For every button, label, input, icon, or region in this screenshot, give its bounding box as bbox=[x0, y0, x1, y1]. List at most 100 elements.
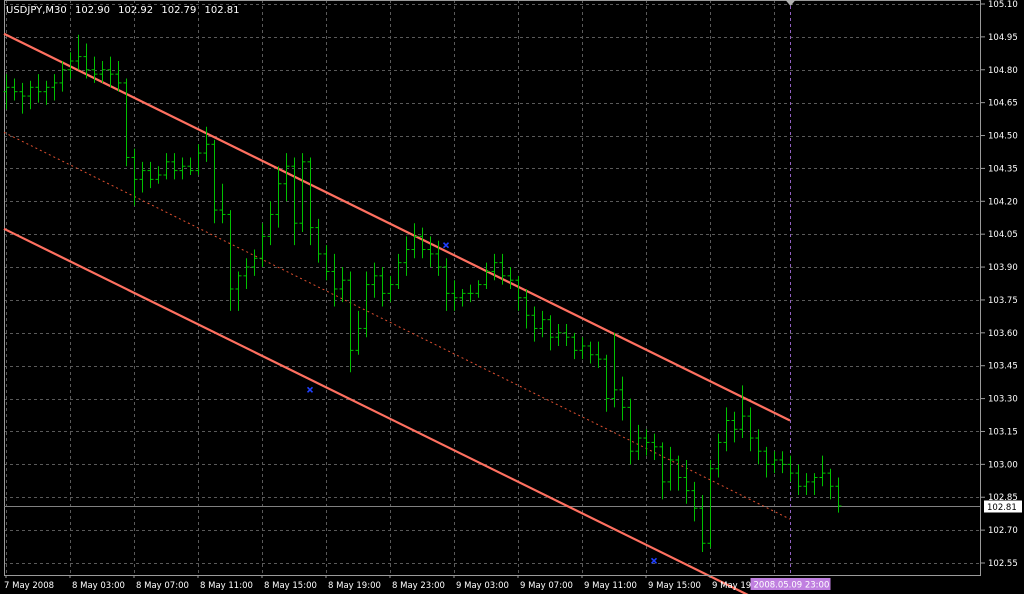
ohlc-bar bbox=[339, 267, 346, 303]
price-tick-label: 103.75 bbox=[988, 296, 1018, 306]
ohlc-bar bbox=[147, 161, 154, 189]
time-tick-label: 8 May 03:00 bbox=[72, 581, 125, 591]
ohlc-bar bbox=[579, 337, 586, 360]
ohlc-bar bbox=[219, 183, 226, 224]
ohlc-bar bbox=[387, 275, 394, 303]
channel-lower-line bbox=[3, 227, 749, 594]
price-tick-label: 102.70 bbox=[988, 526, 1018, 536]
ohlc-bar bbox=[379, 267, 386, 307]
ohlc-bar bbox=[531, 306, 538, 342]
ohlc-bar bbox=[811, 473, 818, 496]
price-tick-label: 103.00 bbox=[988, 460, 1018, 470]
ohlc-bar bbox=[779, 451, 786, 474]
price-tick-label: 102.85 bbox=[988, 493, 1018, 503]
price-tick-label: 104.80 bbox=[988, 66, 1018, 76]
ohlc-bar bbox=[771, 451, 778, 474]
markers bbox=[306, 0, 796, 564]
ohlc-bar bbox=[187, 157, 194, 175]
low-value: 102.79 bbox=[161, 5, 197, 16]
ohlc-bar bbox=[51, 74, 58, 101]
ohlc-bar bbox=[3, 74, 10, 110]
price-tick-label: 104.50 bbox=[988, 132, 1018, 142]
symbol-ohlc-header: USDJPY,M30 102.90 102.92 102.79 102.81 bbox=[6, 5, 245, 16]
ohlc-bar bbox=[795, 464, 802, 496]
time-tick-label: 8 May 23:00 bbox=[392, 581, 445, 591]
time-tick-label: 9 May 19:00 bbox=[712, 581, 765, 591]
ohlc-bar bbox=[659, 442, 666, 500]
ohlc-bar bbox=[603, 354, 610, 412]
ohlc-bar bbox=[747, 407, 754, 452]
ohlc-bar bbox=[35, 74, 42, 103]
ohlc-bar bbox=[571, 332, 578, 360]
marker-stroke bbox=[306, 386, 314, 393]
ohlc-bar bbox=[667, 446, 674, 491]
regression-channel[interactable] bbox=[3, 32, 791, 594]
ohlc-bar bbox=[819, 455, 826, 487]
ohlc-bar bbox=[419, 227, 426, 259]
price-tick-label: 103.30 bbox=[988, 395, 1018, 405]
time-tick-label: 9 May 07:00 bbox=[520, 581, 573, 591]
high-value: 102.92 bbox=[118, 5, 154, 16]
ohlc-bar bbox=[555, 324, 562, 346]
ohlc-bars bbox=[3, 34, 842, 553]
ohlc-bar bbox=[179, 157, 186, 180]
ohlc-bar bbox=[475, 280, 482, 298]
ohlc-bar bbox=[587, 341, 594, 364]
ohlc-bar bbox=[707, 459, 714, 548]
time-tick-label: 8 May 19:00 bbox=[328, 581, 381, 591]
ohlc-bar bbox=[483, 262, 490, 289]
marker-x bbox=[306, 386, 314, 393]
ohlc-bar bbox=[411, 223, 418, 259]
price-axis[interactable]: 105.10 104.95 104.80 104.65 104.50 104.35 104.… bbox=[980, 0, 1023, 575]
ohlc-bar bbox=[715, 433, 722, 478]
ohlc-bar bbox=[283, 153, 290, 202]
ohlc-bar bbox=[235, 271, 242, 311]
price-tick-label: 105.10 bbox=[988, 0, 1018, 10]
ohlc-bar bbox=[19, 82, 26, 114]
ohlc-bar bbox=[259, 223, 266, 268]
time-axis[interactable]: 7 May 2008 8 May 03:00 8 May 07:00 8 May 11… bbox=[4, 575, 980, 591]
ohlc-bar bbox=[139, 161, 146, 193]
ohlc-bar bbox=[459, 288, 466, 307]
ohlc-bar bbox=[427, 236, 434, 268]
ohlc-bar bbox=[107, 56, 114, 88]
ohlc-bar bbox=[67, 52, 74, 79]
ohlc-bar bbox=[523, 288, 530, 329]
plot-frame bbox=[4, 0, 981, 576]
ohlc-bar bbox=[803, 473, 810, 496]
price-tick-label: 103.60 bbox=[988, 329, 1018, 339]
price-tick-label: 104.20 bbox=[988, 197, 1018, 207]
ohlc-bar bbox=[331, 253, 338, 307]
ohlc-bar bbox=[11, 78, 18, 101]
price-tick-label: 103.45 bbox=[988, 362, 1018, 372]
ohlc-bar bbox=[171, 153, 178, 180]
time-tick-label: 8 May 11:00 bbox=[200, 581, 253, 591]
ohlc-bar bbox=[99, 60, 106, 83]
ohlc-bar bbox=[787, 455, 794, 482]
ohlc-bar bbox=[43, 80, 50, 105]
ohlc-bar bbox=[195, 144, 202, 175]
marker-stroke bbox=[442, 242, 450, 249]
ohlc-bar bbox=[403, 236, 410, 276]
ohlc-bar bbox=[203, 126, 210, 162]
price-tick-label: 104.95 bbox=[988, 33, 1018, 43]
ohlc-bar bbox=[635, 424, 642, 460]
ohlc-bar bbox=[739, 385, 746, 439]
grid bbox=[4, 0, 981, 576]
ohlc-bar bbox=[83, 43, 90, 79]
ohlc-bar bbox=[827, 468, 834, 500]
cursor-time-badge: 2008.05.09 23:00 bbox=[750, 578, 831, 591]
marker-x bbox=[650, 557, 658, 564]
ohlc-bar bbox=[75, 34, 82, 70]
ohlc-bar bbox=[371, 262, 378, 298]
ohlc-bar bbox=[115, 60, 122, 92]
ohlc-bar bbox=[323, 245, 330, 281]
close-value: 102.81 bbox=[204, 5, 240, 16]
ohlc-bar bbox=[683, 459, 690, 504]
time-tick-label: 8 May 15:00 bbox=[264, 581, 317, 591]
ohlc-bar bbox=[275, 166, 282, 228]
marker-x bbox=[442, 242, 450, 249]
ohlc-bar bbox=[435, 240, 442, 276]
ohlc-bar bbox=[467, 284, 474, 303]
